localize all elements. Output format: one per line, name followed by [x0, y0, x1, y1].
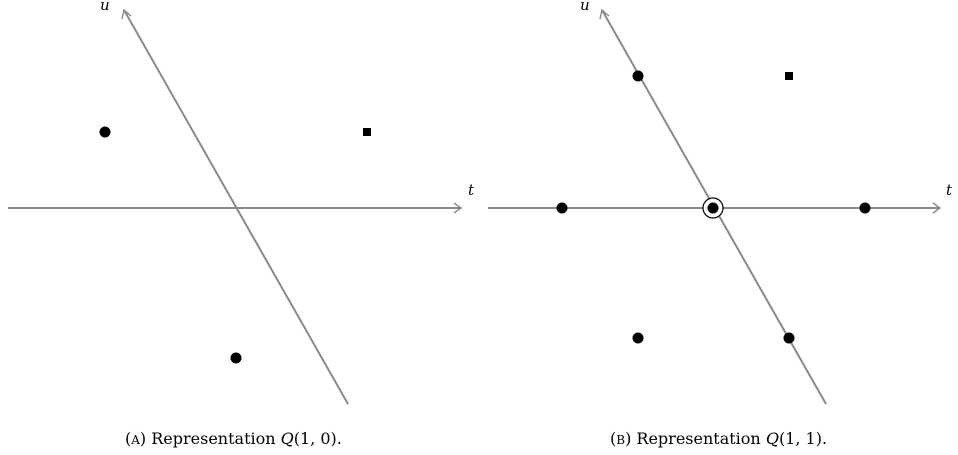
panel-b-point-dot: [632, 70, 644, 82]
panel-a-point-dot: [230, 352, 242, 364]
panel-a-u-axis-arrowhead: [121, 8, 132, 20]
panel-b-point-dot: [632, 332, 644, 344]
panel-b-caption-math-symbol: Q: [766, 429, 779, 448]
panel-b: t u (B) Representation Q(1, 1).: [488, 0, 953, 448]
panel-a-caption-math-symbol: Q: [281, 429, 294, 448]
panel-b-point-square: [785, 72, 793, 80]
panel-b-t-axis-arrowhead: [932, 202, 942, 214]
panel-a-u-axis-label: u: [100, 0, 110, 14]
panel-b-point-dot: [859, 202, 871, 214]
panel-a-point-dot: [99, 126, 111, 138]
panel-b-point-dot: [556, 202, 568, 214]
panel-a-caption-text: Representation: [151, 429, 275, 448]
panel-b-caption: (B) Representation Q(1, 1).: [610, 429, 827, 448]
panel-a-caption-letter: A: [130, 433, 140, 447]
panel-b-u-axis-label: u: [580, 0, 590, 14]
panel-b-point-dot-circled: [702, 197, 724, 219]
panel-a-u-axis: [123, 9, 349, 405]
panel-b-caption-math-args: (1, 1).: [779, 429, 827, 448]
panel-a-caption-math-args: (1, 0).: [294, 429, 342, 448]
panel-b-t-axis-label: t: [946, 181, 953, 199]
panel-b-u-axis-arrowhead: [599, 8, 610, 20]
panel-a-point-square: [363, 128, 371, 136]
panel-a: t u (A) Representation Q(1, 0).: [8, 0, 475, 448]
panel-b-point-dot: [783, 332, 795, 344]
panel-b-caption-text: Representation: [636, 429, 760, 448]
panel-a-t-axis-label: t: [468, 181, 475, 199]
panel-b-caption-letter: B: [616, 433, 625, 447]
panel-a-caption: (A) Representation Q(1, 0).: [125, 429, 342, 448]
panel-a-t-axis-arrowhead: [453, 202, 463, 214]
